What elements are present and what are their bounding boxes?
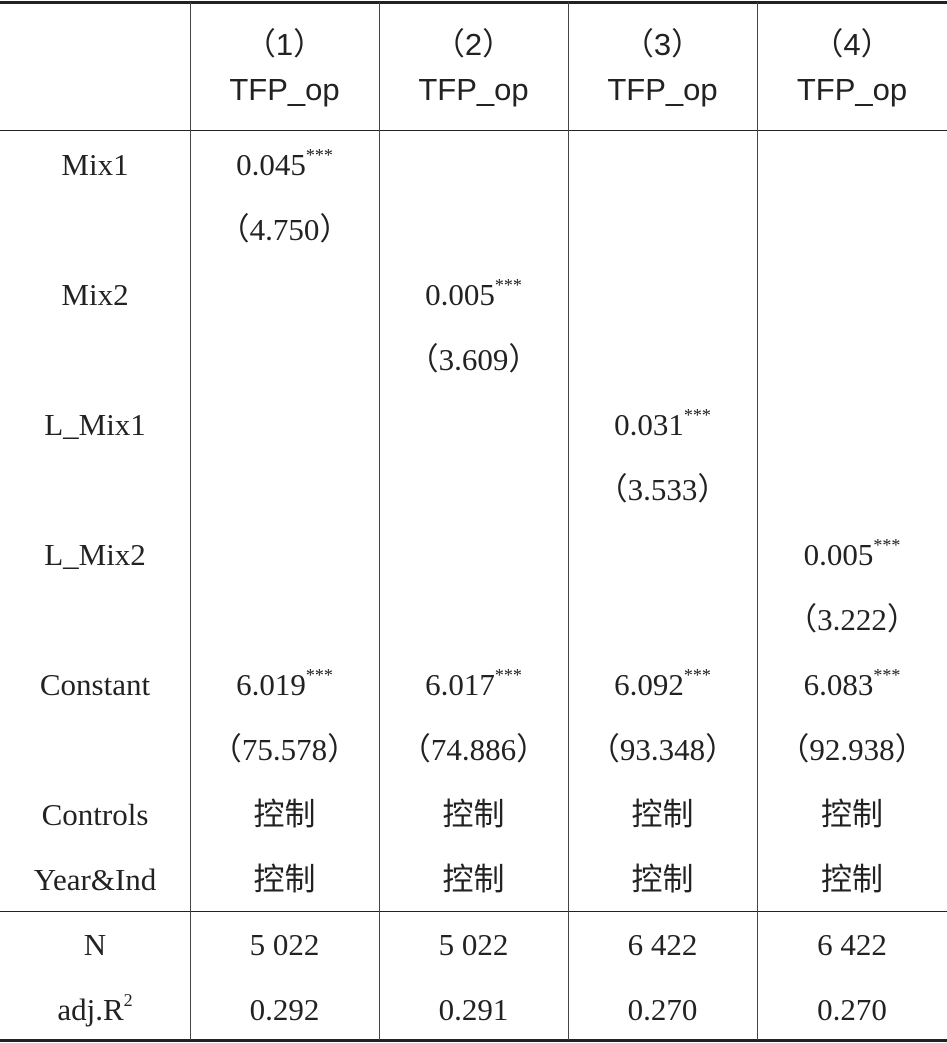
data-cell: 0.270	[627, 992, 698, 1027]
row-label: Mix1	[61, 147, 129, 182]
data-cell: （74.886）	[399, 732, 548, 767]
rule-mid	[0, 911, 947, 912]
column-dependent-var: TFP_op	[418, 72, 529, 107]
data-cell: 控制	[253, 797, 316, 832]
superscript: ***	[873, 665, 901, 685]
data-cell: 0.292	[249, 992, 320, 1027]
data-cell: （75.578）	[210, 732, 359, 767]
cell-value: 0.031	[614, 407, 684, 442]
data-cell: 控制	[442, 797, 505, 832]
column-dependent-var: TFP_op	[607, 72, 718, 107]
cell-value: 6.019	[236, 667, 306, 702]
row-label: Constant	[39, 667, 151, 702]
column-dependent-var: TFP_op	[229, 72, 340, 107]
col-divider	[379, 2, 380, 1040]
data-cell: 6.017***	[379, 653, 568, 717]
row-label: L_Mix2	[44, 537, 146, 572]
data-cell: （92.938）	[778, 732, 926, 767]
rule-bottom	[0, 1039, 947, 1042]
data-cell: 控制	[821, 797, 883, 832]
data-cell: （3.609）	[407, 342, 540, 377]
data-cell: 0.291	[438, 992, 509, 1027]
cell-value: 6.017	[425, 667, 495, 702]
cell-value: 0.005	[425, 277, 495, 312]
row-label: adj.R2	[0, 978, 190, 1042]
data-cell: （3.533）	[596, 472, 729, 507]
data-cell: 6 422	[817, 927, 887, 962]
data-cell: 控制	[442, 862, 505, 897]
row-label: Year&Ind	[33, 862, 157, 897]
data-cell: 0.031***	[568, 393, 757, 457]
data-cell: （93.348）	[588, 732, 737, 767]
data-cell: 6.083***	[757, 653, 947, 717]
col-divider	[757, 2, 758, 1040]
row-label: Controls	[41, 797, 149, 832]
data-cell: 0.005***	[379, 263, 568, 327]
column-number: （3）	[622, 27, 703, 62]
data-cell: 6.019***	[190, 653, 379, 717]
data-cell: 控制	[253, 862, 316, 897]
data-cell: 控制	[821, 862, 883, 897]
superscript: ***	[683, 405, 711, 425]
data-cell: 0.045***	[190, 133, 379, 197]
col-divider	[568, 2, 569, 1040]
data-cell: 6.092***	[568, 653, 757, 717]
data-cell: 5 022	[249, 927, 320, 962]
cell-value: adj.R	[57, 992, 124, 1027]
rule-top	[0, 1, 947, 4]
data-cell: 6 422	[627, 927, 698, 962]
data-cell: 控制	[631, 797, 694, 832]
row-label: Mix2	[61, 277, 129, 312]
superscript: ***	[873, 535, 901, 555]
superscript: ***	[683, 665, 711, 685]
cell-value: 6.092	[614, 667, 684, 702]
superscript: ***	[305, 665, 333, 685]
data-cell: 5 022	[438, 927, 509, 962]
row-label: L_Mix1	[44, 407, 146, 442]
column-number: （2）	[433, 27, 514, 62]
cell-value: 6.083	[803, 667, 874, 702]
superscript: 2	[123, 990, 133, 1010]
column-dependent-var: TFP_op	[796, 72, 908, 107]
data-cell: （4.750）	[218, 212, 351, 247]
data-cell: （3.222）	[786, 602, 918, 637]
data-cell: 0.005***	[757, 523, 947, 587]
data-cell: 0.270	[817, 992, 887, 1027]
cell-value: 0.045	[236, 147, 306, 182]
data-cell: 控制	[631, 862, 694, 897]
superscript: ***	[494, 665, 522, 685]
superscript: ***	[494, 275, 522, 295]
superscript: ***	[305, 145, 333, 165]
column-number: （1）	[244, 27, 325, 62]
row-label: N	[83, 927, 107, 962]
column-number: （4）	[812, 27, 892, 62]
col-divider	[190, 2, 191, 1040]
rule-header	[0, 130, 947, 131]
cell-value: 0.005	[803, 537, 874, 572]
